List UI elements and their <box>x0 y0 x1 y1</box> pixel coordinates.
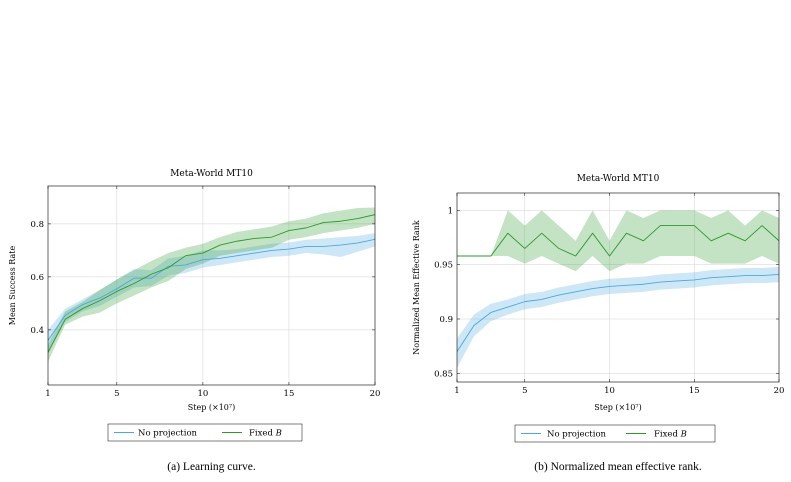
y-tick-label: 0.9 <box>439 315 453 325</box>
confidence-band-fixed-b <box>48 207 375 362</box>
grid <box>48 186 375 385</box>
x-tick-label: 15 <box>689 386 700 396</box>
legend-label: No projection <box>138 429 198 439</box>
legend-label: Fixed B <box>249 429 282 439</box>
y-axis-label: Mean Success Rate <box>8 246 17 326</box>
chart-title: Meta-World MT10 <box>170 169 253 179</box>
x-tick-label: 10 <box>197 389 208 399</box>
figure-caption: (a) Learning curve. <box>167 461 256 473</box>
x-tick-label: 5 <box>114 389 119 399</box>
y-tick-label: 0.95 <box>434 261 453 271</box>
legend-label: No projection <box>547 430 607 440</box>
axis-frame <box>456 192 780 383</box>
legend-box <box>514 424 716 443</box>
legend-entry-fixed-b: Fixed B <box>626 430 687 440</box>
x-tick-label: 5 <box>522 386 527 396</box>
chart-effective-rank: Meta-World MT10 1 5 10 15 200.850.90.951 Nor… <box>412 174 784 473</box>
legend-box <box>107 423 303 442</box>
legend-entry-no-projection: No projection <box>521 430 607 440</box>
x-tick-label: 1 <box>454 386 459 396</box>
plot-area: 1 5 10 15 200.40.60.8 <box>30 185 380 399</box>
y-tick-label: 0.4 <box>30 326 44 336</box>
series-line-fixed-b <box>48 214 375 353</box>
axes: 1 5 10 15 200.40.60.8 <box>30 186 380 399</box>
legend-entry-fixed-b: Fixed B <box>222 429 282 439</box>
axes: 1 5 10 15 200.850.90.951 <box>434 193 784 396</box>
y-axis-label: Normalized Mean Effective Rank <box>412 220 421 355</box>
legend-entry-no-projection: No projection <box>114 429 198 439</box>
legend: No projection Fixed B <box>514 424 716 443</box>
x-tick-label: 10 <box>604 386 615 396</box>
chart-learning-curve: Meta-World MT10 1 5 10 15 200.40.60.8 Mean S… <box>8 169 380 473</box>
confidence-band-no-projection <box>457 266 779 368</box>
plot-area: 1 5 10 15 200.850.90.951 <box>434 192 784 396</box>
legend: No projection Fixed B <box>107 423 303 442</box>
x-tick-label: 1 <box>45 389 50 399</box>
series-line-no-projection <box>48 238 375 341</box>
confidence-band-fixed-b <box>457 210 779 272</box>
x-tick-label: 15 <box>284 389 295 399</box>
x-axis-label: Step (×10⁷) <box>188 403 235 412</box>
x-tick-label: 20 <box>774 386 785 396</box>
series-layer <box>48 207 375 362</box>
x-axis-label: Step (×10⁷) <box>594 403 641 412</box>
y-tick-label: 1 <box>448 206 453 216</box>
series-line-no-projection <box>457 274 779 353</box>
grid <box>457 193 779 382</box>
x-tick-label: 20 <box>370 389 381 399</box>
y-tick-label: 0.6 <box>30 273 44 283</box>
chart-title: Meta-World MT10 <box>577 174 660 184</box>
series-line-fixed-b <box>457 225 779 257</box>
axis-frame <box>47 185 376 386</box>
figure-caption: (b) Normalized mean effective rank. <box>534 461 702 473</box>
y-tick-label: 0.85 <box>434 369 453 379</box>
series-layer <box>457 210 779 368</box>
y-tick-label: 0.8 <box>30 220 44 230</box>
legend-label: Fixed B <box>654 430 687 440</box>
